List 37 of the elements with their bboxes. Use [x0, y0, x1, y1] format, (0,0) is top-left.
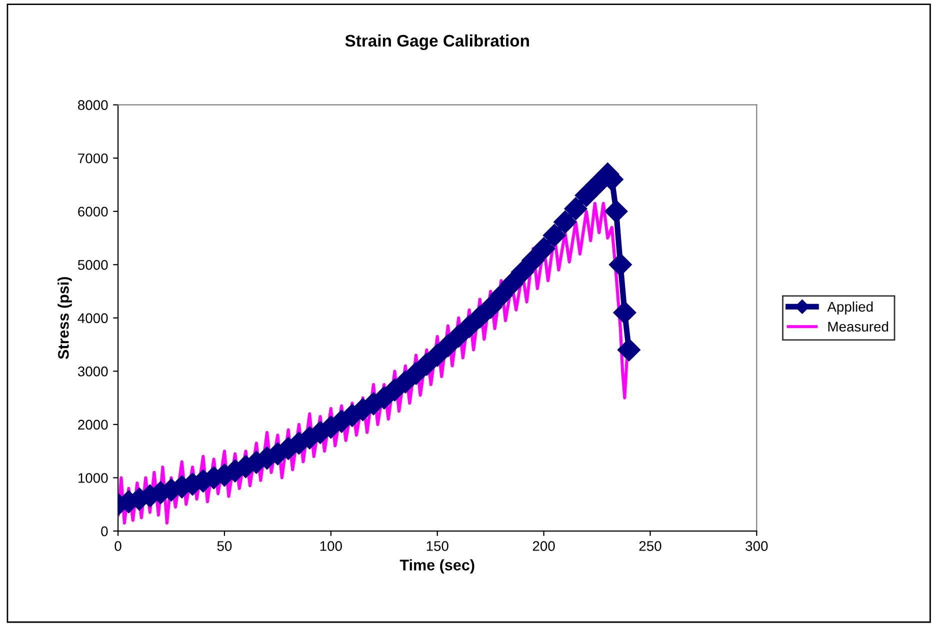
y-tick-label: 2000	[78, 420, 108, 430]
point	[613, 301, 636, 324]
x-tick-label: 150	[426, 541, 448, 551]
legend-label: Applied	[827, 302, 873, 314]
point	[490, 284, 513, 308]
point	[574, 184, 598, 207]
y-axis-title: Stress (psi)	[58, 277, 72, 360]
point	[608, 253, 632, 276]
legend-label: Measured	[828, 321, 888, 332]
x-tick-label: 200	[532, 541, 555, 551]
point	[542, 224, 566, 247]
x-tick-label: 50	[217, 541, 232, 551]
y-tick-label: 4000	[78, 313, 108, 324]
point	[468, 305, 492, 328]
y-tick-label: 5000	[78, 260, 108, 270]
point	[532, 237, 556, 260]
point	[522, 248, 545, 272]
point	[564, 197, 588, 220]
point	[586, 173, 608, 196]
y-tick-label: 6000	[78, 206, 108, 217]
y-tick-label: 3000	[78, 366, 108, 376]
point	[554, 210, 577, 234]
chart-title: Strain Gage Calibration	[345, 34, 529, 50]
point	[479, 296, 502, 319]
x-tick-label: 300	[746, 541, 768, 551]
y-tick-label: 1000	[78, 473, 108, 483]
y-tick-label: 7000	[78, 153, 108, 164]
x-tick-label: 100	[320, 541, 342, 551]
point	[511, 260, 534, 284]
y-tick-label: 8000	[78, 100, 108, 110]
point	[604, 200, 628, 223]
x-tick-label: 250	[639, 541, 662, 551]
point	[500, 272, 524, 296]
x-tick-label: 0	[114, 541, 122, 551]
y-tick-label: 0	[101, 526, 108, 536]
point	[617, 338, 640, 362]
x-axis-title: Time (sec)	[400, 559, 474, 574]
